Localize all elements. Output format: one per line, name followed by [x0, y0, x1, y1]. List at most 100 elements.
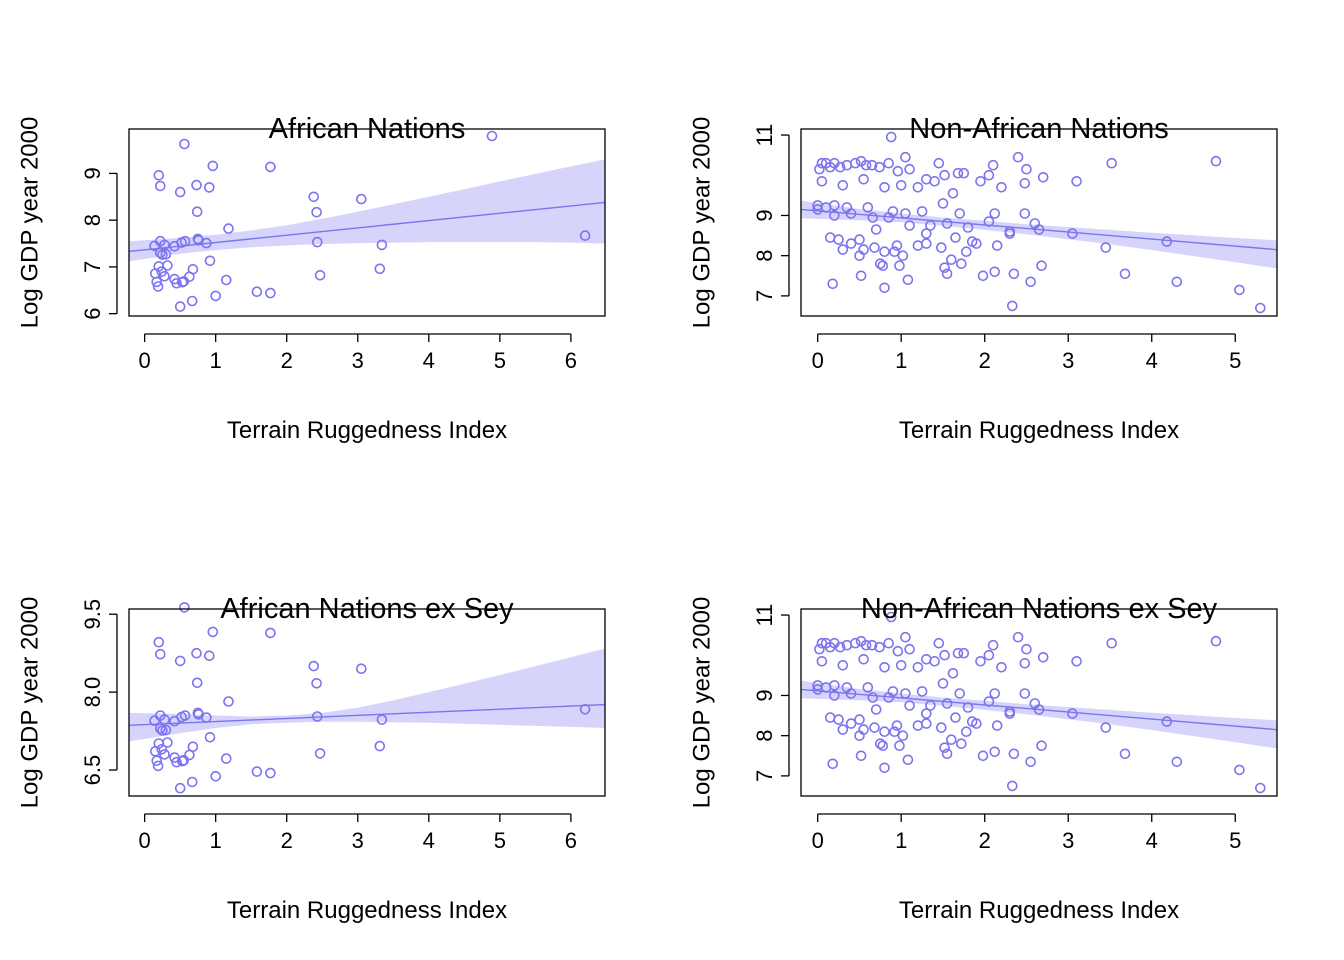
- data-point: [186, 776, 198, 788]
- data-point: [834, 161, 846, 173]
- data-point: [1006, 300, 1018, 312]
- data-point: [176, 237, 187, 248]
- x-tick-label: 4: [423, 828, 435, 853]
- data-point: [201, 237, 212, 249]
- data-point: [855, 750, 867, 762]
- data-point: [311, 236, 323, 248]
- data-point: [912, 240, 924, 251]
- data-point: [937, 678, 949, 689]
- data-point: [174, 301, 186, 312]
- x-tick-label: 2: [281, 828, 293, 853]
- data-point: [1210, 155, 1222, 167]
- data-point: [870, 224, 882, 235]
- data-point: [937, 198, 949, 209]
- data-point: [221, 274, 232, 286]
- data-point: [849, 637, 861, 649]
- data-point: [960, 726, 972, 738]
- y-tick-label: 7: [752, 290, 777, 302]
- data-point: [1012, 631, 1024, 643]
- data-point: [867, 212, 879, 223]
- data-point: [1021, 643, 1032, 655]
- data-point: [191, 206, 203, 217]
- data-point: [223, 696, 234, 707]
- data-point: [186, 295, 198, 307]
- data-point: [989, 266, 1001, 278]
- data-point: [989, 208, 1001, 219]
- data-point: [941, 748, 953, 760]
- data-point: [879, 282, 890, 294]
- data-point: [210, 770, 221, 782]
- data-point: [159, 749, 170, 760]
- data-point: [874, 738, 886, 750]
- data-point: [879, 661, 890, 673]
- data-point: [1106, 157, 1117, 169]
- data-point: [191, 179, 202, 191]
- data-point: [939, 169, 950, 181]
- data-point: [920, 718, 932, 729]
- data-point: [374, 263, 386, 275]
- data-point: [210, 290, 221, 302]
- data-point: [1119, 268, 1131, 280]
- data-point: [958, 647, 970, 659]
- data-point: [933, 637, 945, 649]
- data-point: [860, 639, 872, 651]
- data-point: [996, 182, 1007, 193]
- data-point: [829, 200, 840, 211]
- data-point: [929, 655, 940, 667]
- data-point: [870, 704, 882, 715]
- data-point: [221, 753, 232, 764]
- data-point: [947, 667, 959, 679]
- data-point: [179, 602, 190, 613]
- data-point: [579, 703, 591, 715]
- data-point: [157, 725, 168, 736]
- y-tick-label: 9: [80, 167, 105, 179]
- data-point: [904, 163, 915, 175]
- data-point: [891, 720, 903, 731]
- data-point: [883, 157, 895, 169]
- data-point: [952, 647, 964, 659]
- data-point: [941, 218, 953, 229]
- x-tick-label: 1: [895, 348, 907, 373]
- confidence-band: [129, 159, 605, 262]
- data-point: [883, 692, 895, 703]
- data-point: [894, 260, 905, 272]
- data-point: [1100, 242, 1112, 253]
- data-point: [885, 131, 897, 143]
- data-point: [153, 636, 165, 648]
- data-point: [954, 688, 966, 699]
- y-axis-label: Log GDP year 2000: [688, 597, 715, 809]
- data-point: [816, 637, 828, 649]
- data-point: [1100, 722, 1112, 733]
- data-point: [935, 722, 947, 733]
- data-point: [996, 661, 1007, 673]
- chart-title: African Nations: [269, 113, 466, 145]
- data-point: [889, 726, 900, 738]
- data-point: [171, 277, 182, 289]
- data-point: [916, 206, 928, 217]
- y-axis-label: Log GDP year 2000: [688, 117, 715, 329]
- x-tick-label: 0: [812, 828, 824, 853]
- data-point: [897, 250, 909, 261]
- data-point: [265, 287, 276, 299]
- data-point: [975, 176, 986, 187]
- data-point: [837, 659, 849, 671]
- y-tick-label: 8: [752, 730, 777, 742]
- data-point: [929, 176, 940, 187]
- data-point: [1019, 208, 1031, 219]
- data-point: [916, 686, 928, 697]
- data-point: [159, 714, 170, 725]
- data-point: [941, 268, 953, 280]
- x-tick-label: 5: [494, 828, 506, 853]
- y-tick-label: 6.5: [80, 755, 105, 786]
- data-point: [925, 700, 936, 711]
- data-point: [827, 758, 839, 770]
- data-point: [204, 255, 216, 267]
- data-point: [824, 161, 836, 173]
- data-point: [987, 639, 999, 651]
- data-point: [153, 170, 165, 181]
- data-point: [889, 246, 900, 257]
- panel-4: 0 1 2 3 4 5 7 8 9 11 Non-African Nations ex Sey Ter…: [688, 593, 1278, 924]
- data-point: [191, 677, 203, 689]
- data-point: [1006, 780, 1018, 792]
- x-tick-label: 0: [812, 348, 824, 373]
